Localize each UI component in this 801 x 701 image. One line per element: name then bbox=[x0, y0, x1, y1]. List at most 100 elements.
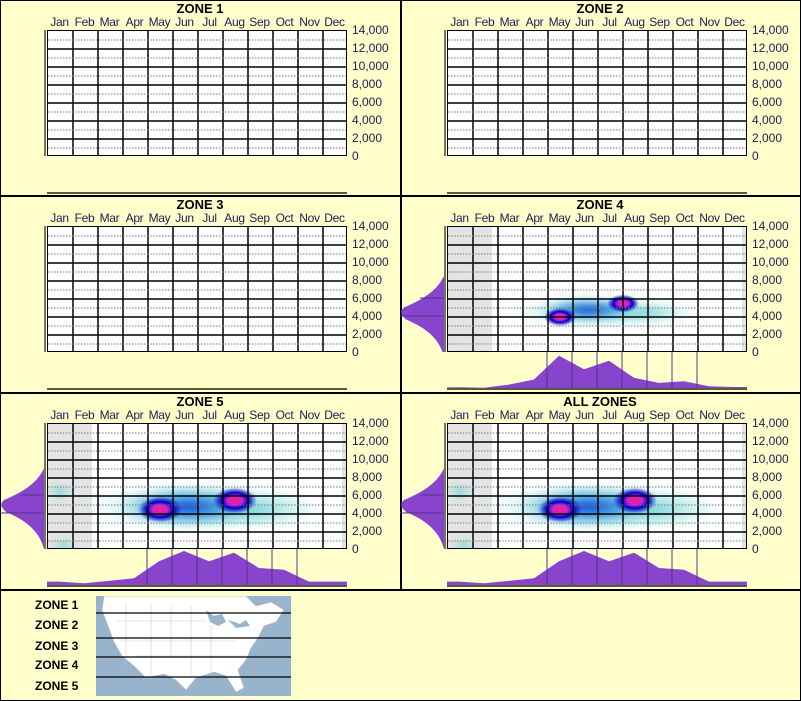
month-label: Apr bbox=[125, 211, 144, 225]
month-label: Oct bbox=[675, 408, 694, 422]
month-label: Aug bbox=[624, 211, 645, 225]
y-tick-label: 4,000 bbox=[752, 113, 783, 127]
month-label: Dec bbox=[324, 211, 345, 225]
legend-zone-5: ZONE 5 bbox=[35, 679, 79, 693]
month-label: Apr bbox=[525, 211, 544, 225]
distribution-baseline bbox=[447, 388, 747, 390]
elevation-distribution bbox=[400, 226, 446, 352]
y-tick-label: 8,000 bbox=[352, 470, 383, 484]
month-label: Mar bbox=[99, 408, 120, 422]
month-label: Feb bbox=[474, 15, 495, 29]
y-tick-label: 8,000 bbox=[352, 273, 383, 287]
left-axis-bar bbox=[444, 30, 446, 156]
y-tick-label: 12,000 bbox=[352, 237, 389, 251]
y-tick-label: 10,000 bbox=[752, 452, 789, 466]
y-tick-label: 4,000 bbox=[352, 113, 383, 127]
y-tick-label: 14,000 bbox=[352, 219, 389, 233]
panel-title: ZONE 3 bbox=[176, 197, 224, 212]
month-label: Mar bbox=[99, 15, 120, 29]
month-axis: Jan Feb Mar Apr May Jun Jul Aug Sep Oct Nov Dec bbox=[47, 408, 347, 422]
y-tick-label: 0 bbox=[352, 542, 359, 556]
y-tick-label: 0 bbox=[352, 149, 359, 163]
heatmap-grid bbox=[47, 423, 347, 549]
y-tick-label: 0 bbox=[352, 345, 359, 359]
month-label: Feb bbox=[74, 211, 95, 225]
chart-panel-5: ZONE 5 Jan Feb Mar Apr May Jun Jul Aug Sep Oct Nov… bbox=[0, 393, 400, 589]
month-axis: Jan Feb Mar Apr May Jun Jul Aug Sep Oct Nov Dec bbox=[447, 15, 747, 29]
month-label: Dec bbox=[324, 15, 345, 29]
chart-panel-1: ZONE 1 Jan Feb Mar Apr May Jun Jul Aug Sep Oct Nov… bbox=[0, 0, 400, 196]
chart-panel-6: ALL ZONES Jan Feb Mar Apr May Jun Jul Aug Sep Oct… bbox=[400, 393, 800, 589]
month-label: Sep bbox=[249, 408, 270, 422]
y-tick-label: 8,000 bbox=[752, 470, 783, 484]
y-tick-label: 2,000 bbox=[752, 524, 783, 538]
zone-map bbox=[96, 596, 291, 696]
legend-zone-3: ZONE 3 bbox=[35, 639, 79, 653]
distribution-baseline bbox=[447, 192, 747, 194]
chart-panel-3: ZONE 3 Jan Feb Mar Apr May Jun Jul Aug Sep Oct Nov… bbox=[0, 196, 400, 392]
y-tick-label: 4,000 bbox=[752, 309, 783, 323]
month-label: Nov bbox=[699, 15, 720, 29]
distribution-baseline bbox=[447, 585, 747, 587]
panel-title: ZONE 5 bbox=[176, 394, 224, 409]
month-label: Oct bbox=[275, 15, 294, 29]
legend-zone-4: ZONE 4 bbox=[35, 658, 79, 672]
month-label: Feb bbox=[74, 15, 95, 29]
y-tick-label: 6,000 bbox=[352, 95, 383, 109]
month-label: Aug bbox=[224, 211, 245, 225]
y-tick-label: 2,000 bbox=[752, 131, 783, 145]
y-tick-label: 0 bbox=[752, 345, 759, 359]
month-label: Jun bbox=[175, 15, 194, 29]
panel-title: ALL ZONES bbox=[563, 394, 637, 409]
month-label: Apr bbox=[125, 408, 144, 422]
month-axis: Jan Feb Mar Apr May Jun Jul Aug Sep Oct Nov Dec bbox=[447, 408, 747, 422]
month-label: Jan bbox=[50, 15, 69, 29]
north-america-map-icon bbox=[96, 596, 291, 693]
y-tick-label: 10,000 bbox=[752, 255, 789, 269]
y-tick-label: 2,000 bbox=[752, 327, 783, 341]
month-label: Nov bbox=[299, 15, 320, 29]
y-tick-label: 14,000 bbox=[752, 23, 789, 37]
month-label: Mar bbox=[499, 408, 520, 422]
month-label: May bbox=[548, 408, 571, 422]
panel-title: ZONE 2 bbox=[576, 1, 624, 16]
month-label: Nov bbox=[299, 211, 320, 225]
month-axis: Jan Feb Mar Apr May Jun Jul Aug Sep Oct Nov Dec bbox=[47, 15, 347, 29]
month-label: Sep bbox=[249, 211, 270, 225]
month-label: Apr bbox=[125, 15, 144, 29]
y-tick-label: 12,000 bbox=[752, 41, 789, 55]
y-axis: 14,000 12,000 10,000 8,000 6,000 4,000 2,000 0 bbox=[352, 416, 400, 560]
y-tick-label: 6,000 bbox=[752, 488, 783, 502]
y-tick-label: 14,000 bbox=[352, 23, 389, 37]
month-label: Jan bbox=[450, 211, 469, 225]
y-tick-label: 4,000 bbox=[352, 506, 383, 520]
month-label: Dec bbox=[724, 408, 745, 422]
month-label: Jan bbox=[50, 211, 69, 225]
y-tick-label: 10,000 bbox=[352, 452, 389, 466]
distribution-baseline bbox=[47, 585, 347, 587]
row-divider-2 bbox=[0, 392, 801, 394]
month-label: Nov bbox=[699, 211, 720, 225]
month-label: Dec bbox=[324, 408, 345, 422]
y-tick-label: 6,000 bbox=[352, 291, 383, 305]
y-tick-label: 2,000 bbox=[352, 327, 383, 341]
left-axis-bar bbox=[44, 30, 46, 156]
y-tick-label: 14,000 bbox=[352, 416, 389, 430]
month-label: Apr bbox=[525, 15, 544, 29]
month-label: Sep bbox=[649, 408, 670, 422]
month-label: Dec bbox=[724, 15, 745, 29]
month-label: Feb bbox=[74, 408, 95, 422]
month-label: Mar bbox=[499, 211, 520, 225]
month-label: Aug bbox=[224, 15, 245, 29]
monthly-distribution bbox=[47, 549, 347, 587]
heatmap-grid bbox=[47, 30, 347, 156]
month-label: May bbox=[148, 211, 171, 225]
month-label: Aug bbox=[224, 408, 245, 422]
chart-panel-4: ZONE 4 Jan Feb Mar Apr May Jun Jul Aug Sep Oct Nov… bbox=[400, 196, 800, 392]
zone-legend: ZONE 1 ZONE 2 ZONE 3 ZONE 4 ZONE 5 bbox=[0, 591, 801, 701]
month-label: Feb bbox=[474, 408, 495, 422]
chart-panel-2: ZONE 2 Jan Feb Mar Apr May Jun Jul Aug Sep Oct Nov… bbox=[400, 0, 800, 196]
month-label: Sep bbox=[249, 15, 270, 29]
left-axis-bar bbox=[444, 423, 446, 549]
elevation-distribution bbox=[400, 423, 446, 549]
